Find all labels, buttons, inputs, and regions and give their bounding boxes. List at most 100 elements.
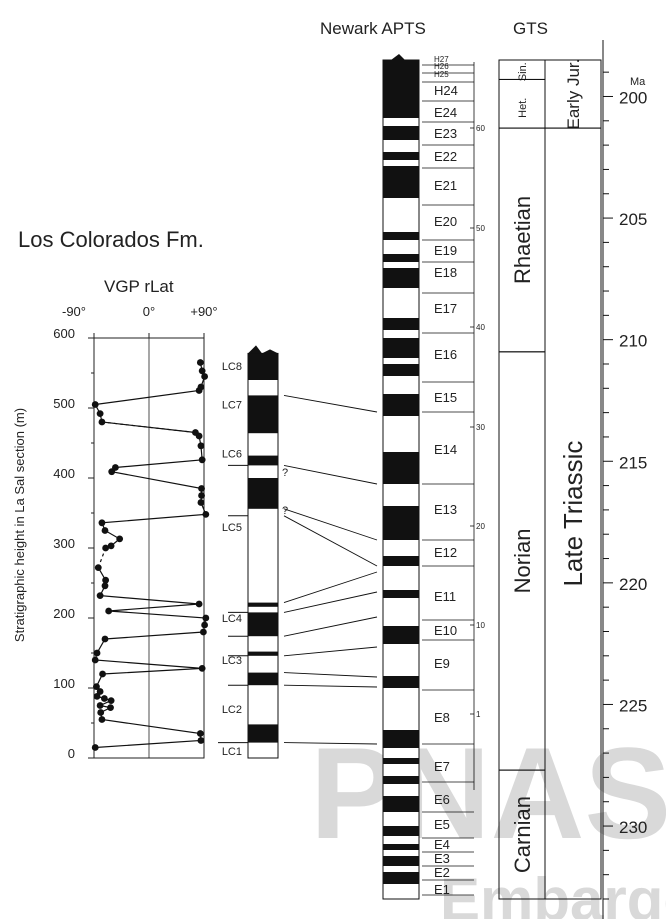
newark-title: Newark APTS [320,19,426,38]
correlation-line [283,508,378,541]
vgp-data-point [96,410,104,417]
gts-tick-label: 205 [619,210,647,229]
newark-chron-label: E4 [434,837,450,852]
vgp-data-point [201,621,209,629]
newark-normal-polarity-band [383,152,419,160]
newark-normal-polarity-band [383,338,419,358]
vgp-plot-title: VGP rLat [104,277,174,296]
y-tick-label-300: 300 [53,536,75,551]
vgp-data-point [107,542,115,550]
newark-normal-polarity-band [383,364,419,376]
newark-chron-label: H26 [434,62,449,71]
correlation-line [283,464,378,485]
newark-chron-label: E10 [434,623,457,638]
vgp-data-point [93,649,101,657]
newark-cycle-label: 10 [476,621,485,630]
newark-chron-label: E14 [434,442,457,457]
lc-zone-label: LC6 [222,449,242,461]
vgp-data-point [197,499,205,506]
vgp-data-point [198,485,205,492]
newark-normal-polarity-band [383,626,419,644]
newark-cycle-label: 1 [476,710,481,719]
newark-normal-polarity-band [383,826,419,836]
newark-normal-polarity-band [383,844,419,850]
lc-zone-label: LC3 [222,655,242,667]
newark-chron-label: E3 [434,851,450,866]
correlation-line [283,684,378,688]
y-tick-label-500: 500 [53,396,75,411]
stage-label-het: Het. [517,98,529,118]
newark-cycle-label: 30 [476,423,485,432]
y-axis-label: Stratigraphic height in La Sal section (… [12,408,27,642]
x-tick-label-neg90: -90° [62,304,86,319]
vgp-data-point [101,582,109,590]
newark-chron-label: E9 [434,656,450,671]
gts-tick-label: 215 [619,453,647,472]
vgp-data-point [99,670,106,678]
lc-normal-polarity-zone [248,353,278,380]
y-tick-label-100: 100 [53,676,75,691]
newark-normal-polarity-band [383,676,419,688]
newark-normal-polarity-band [383,556,419,566]
correlation-line [283,646,378,657]
newark-cycle-label: 40 [476,323,485,332]
newark-normal-polarity-band [383,232,419,240]
vgp-data-point [195,600,203,608]
vgp-data-point [198,492,205,499]
newark-normal-polarity-band [383,254,419,262]
correlation-line [283,571,378,604]
newark-chron-label: E11 [434,589,456,604]
uncertain-correlation-mark: ? [282,467,288,479]
gts-tick-label: 200 [619,88,647,107]
lc-zone-label: LC1 [222,746,242,758]
vgp-data-point [94,564,102,571]
correlation-line [283,742,378,745]
x-tick-label-0: 0° [143,304,155,319]
vgp-data-point [105,607,113,615]
newark-normal-polarity-band [383,166,419,198]
x-tick-label-pos90: +90° [190,304,217,319]
gts-timescale: Sin. Het. Rhaetian Norian Carnian Early … [498,40,647,919]
newark-cycle-label: 20 [476,522,485,531]
correlation-line [283,515,378,567]
lc-zone-label: LC5 [222,522,242,534]
watermark-sub: Embargoed [440,866,666,919]
newark-chron-label: E5 [434,817,450,832]
watermark-main: PNAS [310,720,666,866]
vgp-data-point [91,744,99,751]
vgp-data-point [96,688,104,695]
newark-chron-label: E18 [434,265,457,280]
newark-chron-label: E7 [434,759,450,774]
uncertain-correlation-mark: ? [282,505,288,517]
vgp-data-point [96,702,104,709]
vgp-data-point [198,665,206,672]
vgp-data-point [101,635,109,643]
vgp-data-point [197,737,205,744]
los-colorados-magnetozone-column: LC1 LC2 LC3 LC4 LC5 LC6 LC7 LC8 [218,345,279,759]
vgp-data-point [116,535,124,543]
lc-zone-label: LC4 [222,613,242,625]
vgp-data-point [202,511,210,518]
vgp-data-point [192,429,199,436]
newark-chron-label: E8 [434,710,450,725]
newark-normal-polarity-band [383,394,419,416]
newark-normal-polarity-band [383,60,419,80]
newark-normal-polarity-band [383,452,419,484]
gts-tick-label: 225 [619,696,647,715]
gts-title: GTS [513,19,548,38]
newark-cycle-label: 60 [476,124,485,133]
vgp-data-point [98,519,106,527]
newark-chron-label: E17 [434,301,457,316]
vgp-data-point [93,683,100,690]
newark-normal-polarity-band [383,506,419,540]
vgp-data-point [198,367,206,375]
stage-label-rhaetian: Rhaetian [510,196,535,284]
newark-normal-polarity-band [383,758,419,764]
newark-normal-polarity-band [383,80,419,118]
vgp-data-point [198,456,206,464]
lc-normal-polarity-zone [248,478,278,509]
y-tick-label-0: 0 [68,746,75,761]
